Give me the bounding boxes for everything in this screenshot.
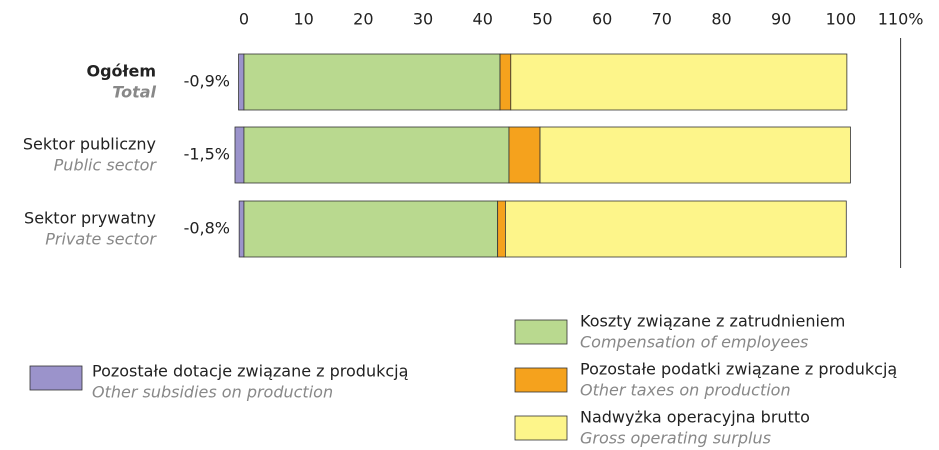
category-label: Sektor prywatny [24, 209, 156, 228]
x-tick-label: 10 [293, 10, 313, 29]
legend-label-en: Other taxes on production [580, 381, 791, 400]
category-label-en: Private sector [45, 230, 157, 249]
x-tick-label: 0 [239, 10, 249, 29]
category-label-en: Total [112, 83, 156, 102]
x-tick-label: 110% [878, 10, 924, 29]
bar-segment [238, 200, 245, 258]
bar-segment [505, 200, 847, 258]
x-tick-label: 40 [473, 10, 493, 29]
bar-segment [243, 200, 499, 258]
x-tick-label: 100 [826, 10, 857, 29]
legend-label: Pozostałe dotacje związane z produkcją [92, 362, 408, 381]
bar-segment [499, 53, 512, 111]
bar-segment [497, 200, 506, 258]
legend-swatch [514, 319, 568, 345]
legend-label: Nadwyżka operacyjna brutto [580, 408, 810, 427]
bar-segment [508, 126, 541, 184]
legend-swatch [29, 365, 83, 391]
bar-segment [243, 53, 501, 111]
x-tick-label: 50 [532, 10, 552, 29]
legend-label: Pozostałe podatki związane z produkcją [580, 360, 897, 379]
legend-label-en: Other subsidies on production [92, 383, 333, 402]
bar-segment [539, 126, 851, 184]
value-label: -0,9% [184, 72, 230, 91]
legend-label: Koszty związane z zatrudnieniem [580, 312, 845, 331]
legend-swatch [514, 367, 568, 393]
x-tick-label: 80 [711, 10, 731, 29]
x-tick-label: 20 [353, 10, 373, 29]
category-label: Ogółem [86, 62, 156, 81]
bar-segment [234, 126, 245, 184]
bar-segment [238, 53, 245, 111]
bar-segment [510, 53, 848, 111]
category-label-en: Public sector [54, 156, 158, 175]
category-label: Sektor publiczny [23, 135, 156, 154]
legend-label-en: Gross operating surplus [580, 429, 771, 448]
bar-segment [243, 126, 510, 184]
legend-label-en: Compensation of employees [580, 333, 808, 352]
value-label: -1,5% [184, 145, 230, 164]
x-tick-label: 60 [592, 10, 612, 29]
legend-swatch [514, 415, 568, 441]
x-tick-label: 30 [413, 10, 433, 29]
value-label: -0,8% [184, 219, 230, 238]
x-tick-label: 70 [652, 10, 672, 29]
x-tick-label: 90 [771, 10, 791, 29]
